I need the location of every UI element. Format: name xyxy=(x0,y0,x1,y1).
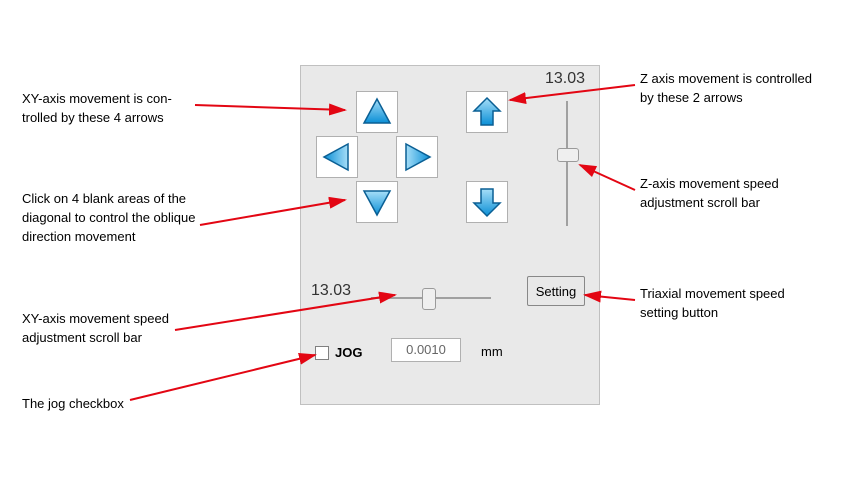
slider-track xyxy=(566,101,568,226)
z-down-button[interactable] xyxy=(466,181,508,223)
setting-button-label: Setting xyxy=(536,284,576,299)
triangle-left-icon xyxy=(320,140,354,174)
z-speed-readout: 13.03 xyxy=(545,70,585,88)
triangle-right-icon xyxy=(400,140,434,174)
annotation-jog-checkbox: The jog checkbox xyxy=(22,395,124,414)
setting-button[interactable]: Setting xyxy=(527,276,585,306)
jog-checkbox[interactable] xyxy=(315,346,329,360)
xy-speed-slider[interactable] xyxy=(371,288,491,308)
triangle-up-icon xyxy=(360,95,394,129)
annotation-xy-arrows: XY-axis movement is con-trolled by these… xyxy=(22,90,172,128)
xy-left-button[interactable] xyxy=(316,136,358,178)
xy-speed-readout: 13.03 xyxy=(311,282,351,300)
slider-thumb[interactable] xyxy=(557,148,579,162)
arrow-up-icon xyxy=(470,95,504,129)
xy-down-button[interactable] xyxy=(356,181,398,223)
jog-unit-label: mm xyxy=(481,344,503,359)
xy-right-button[interactable] xyxy=(396,136,438,178)
z-up-button[interactable] xyxy=(466,91,508,133)
annotation-setting-button: Triaxial movement speedsetting button xyxy=(640,285,785,323)
jog-step-field[interactable]: 0.0010 xyxy=(391,338,461,362)
slider-thumb[interactable] xyxy=(422,288,436,310)
movement-control-panel: 13.03 xyxy=(300,65,600,405)
annotation-z-scrollbar: Z-axis movement speedadjustment scroll b… xyxy=(640,175,779,213)
annotation-z-arrows: Z axis movement is controlledby these 2 … xyxy=(640,70,812,108)
z-speed-slider[interactable] xyxy=(557,101,577,226)
arrow-down-icon xyxy=(470,185,504,219)
annotation-xy-scrollbar: XY-axis movement speedadjustment scroll … xyxy=(22,310,169,348)
triangle-down-icon xyxy=(360,185,394,219)
annotation-oblique-blank: Click on 4 blank areas of thediagonal to… xyxy=(22,190,195,247)
xy-up-button[interactable] xyxy=(356,91,398,133)
jog-checkbox-label: JOG xyxy=(335,345,362,360)
